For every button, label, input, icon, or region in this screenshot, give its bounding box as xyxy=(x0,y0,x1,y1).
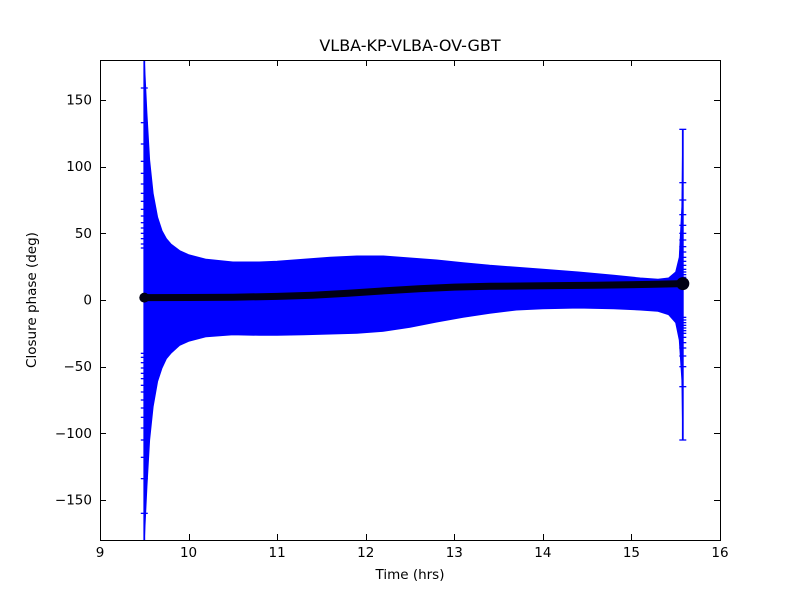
y-tick-label: −100 xyxy=(55,426,92,442)
chart-title: VLBA-KP-VLBA-OV-GBT xyxy=(319,36,501,55)
mean-line-path xyxy=(140,280,687,302)
x-tick-label: 9 xyxy=(96,545,105,561)
y-tick-label: 150 xyxy=(66,93,92,109)
x-tick-label: 12 xyxy=(357,545,374,561)
y-tick-label: 0 xyxy=(83,293,92,309)
x-tick-label: 15 xyxy=(623,545,640,561)
y-tick-labels: 150 100 50 0 −50 −100 −150 xyxy=(55,93,92,509)
mean-closure-phase-line xyxy=(139,277,690,303)
x-tick-label: 16 xyxy=(711,545,728,561)
x-tick-label: 13 xyxy=(446,545,463,561)
y-tick-label: −50 xyxy=(64,359,93,375)
axis-ticks xyxy=(100,60,721,540)
x-tick-label: 14 xyxy=(534,545,551,561)
y-tick-label: 50 xyxy=(75,226,92,242)
y-tick-label: 100 xyxy=(66,159,92,175)
y-tick-label: −150 xyxy=(55,493,92,509)
x-tick-label: 10 xyxy=(180,545,197,561)
y-axis-label: Closure phase (deg) xyxy=(24,232,40,368)
x-axis-label: Time (hrs) xyxy=(374,567,444,583)
mean-line-end-marker xyxy=(676,277,690,291)
x-tick-label: 11 xyxy=(269,545,286,561)
x-tick-labels: 9 10 11 12 13 14 15 16 xyxy=(96,545,729,561)
mean-line-end-marker xyxy=(139,292,150,303)
